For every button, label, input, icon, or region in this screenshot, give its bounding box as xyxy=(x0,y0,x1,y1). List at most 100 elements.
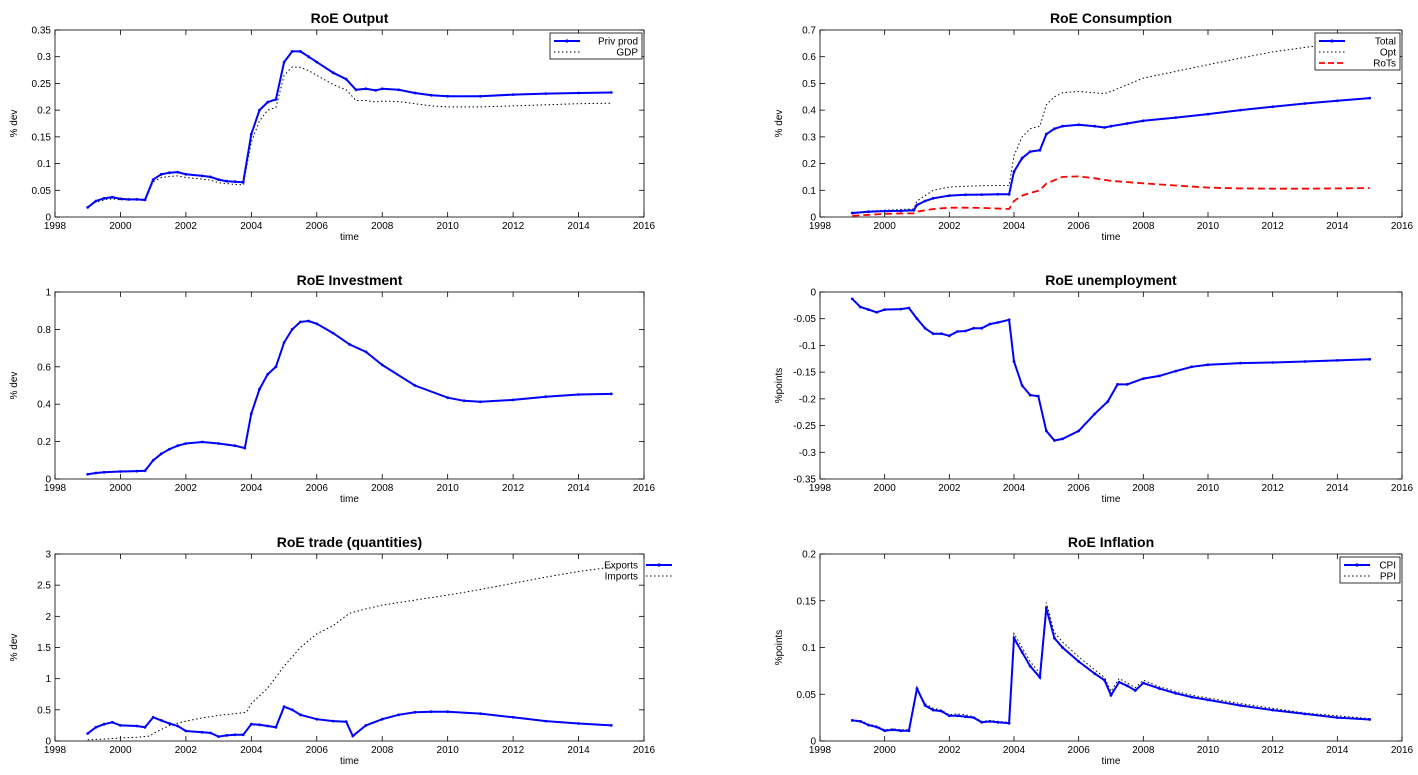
data-point xyxy=(233,180,237,184)
data-point xyxy=(931,332,935,336)
data-point xyxy=(159,172,163,176)
data-point xyxy=(1238,108,1242,112)
x-tick-label: 2016 xyxy=(633,221,656,232)
data-point xyxy=(168,171,171,175)
y-tick-label: 0.15 xyxy=(32,132,52,143)
x-tick-label: 2010 xyxy=(437,483,460,494)
legend-marker xyxy=(1355,563,1359,567)
y-axis-label: % dev xyxy=(774,110,785,138)
data-point xyxy=(102,196,106,200)
legend-marker xyxy=(657,563,661,567)
data-point xyxy=(151,178,155,182)
data-point xyxy=(1093,412,1097,416)
data-point xyxy=(964,329,967,333)
x-tick-label: 2008 xyxy=(1132,221,1155,232)
data-point xyxy=(939,709,943,713)
y-tick-label: -0.15 xyxy=(793,368,816,379)
data-point xyxy=(1028,393,1032,397)
data-point xyxy=(86,732,90,735)
data-point xyxy=(1044,132,1048,136)
data-point xyxy=(159,452,163,456)
x-tick-label: 2002 xyxy=(938,221,961,232)
series-line xyxy=(87,566,612,741)
x-tick-label: 2014 xyxy=(567,483,590,494)
data-point xyxy=(907,729,911,733)
data-point xyxy=(397,88,400,92)
data-point xyxy=(86,206,90,209)
data-point xyxy=(1007,192,1011,196)
data-point xyxy=(331,719,335,723)
x-tick-label: 2004 xyxy=(240,483,263,494)
legend-label: Priv prod xyxy=(598,37,638,48)
data-point xyxy=(912,208,916,212)
y-tick-label: 0.2 xyxy=(802,550,816,561)
data-point xyxy=(110,195,114,199)
y-tick-label: -0.2 xyxy=(799,394,817,405)
data-point xyxy=(1303,360,1307,363)
y-tick-label: 0.6 xyxy=(37,362,51,373)
data-point xyxy=(907,306,911,310)
data-point xyxy=(282,341,286,344)
y-tick-label: 0 xyxy=(810,737,816,748)
data-point xyxy=(964,193,967,197)
series-line xyxy=(852,175,1370,217)
data-point xyxy=(331,71,335,75)
data-point xyxy=(939,332,943,336)
data-point xyxy=(168,722,171,725)
data-point xyxy=(1174,116,1178,119)
data-point xyxy=(1158,687,1161,690)
data-point xyxy=(1117,680,1121,684)
data-point xyxy=(331,331,335,335)
data-point xyxy=(184,442,188,445)
data-point xyxy=(1093,672,1097,676)
series-group xyxy=(850,297,1372,442)
x-tick-label: 2004 xyxy=(240,745,263,756)
data-point xyxy=(859,305,862,309)
data-point xyxy=(867,210,870,214)
x-tick-label: 2014 xyxy=(567,221,590,232)
x-tick-label: 2004 xyxy=(1003,221,1026,232)
data-point xyxy=(184,729,188,733)
data-point xyxy=(931,708,935,712)
x-tick-label: 2006 xyxy=(1068,221,1091,232)
plot-frame xyxy=(54,29,645,218)
data-point xyxy=(1109,124,1113,128)
x-tick-label: 2002 xyxy=(175,221,198,232)
data-point xyxy=(266,100,270,104)
x-tick-label: 2006 xyxy=(306,221,329,232)
data-point xyxy=(1020,156,1024,160)
x-tick-label: 2014 xyxy=(567,745,590,756)
legend-label: Total xyxy=(1375,37,1396,48)
data-point xyxy=(151,458,155,462)
data-point xyxy=(1053,127,1056,131)
data-point xyxy=(609,91,613,94)
chart-title: RoE trade (quantities) xyxy=(277,534,422,550)
data-point xyxy=(364,350,368,354)
data-point xyxy=(1109,693,1113,697)
data-point xyxy=(266,724,270,728)
data-point xyxy=(1271,105,1275,109)
x-tick-label: 2000 xyxy=(874,483,897,494)
series-line xyxy=(87,705,612,738)
data-point xyxy=(110,720,114,724)
y-axis-label: % dev xyxy=(9,372,20,400)
legend-label: Imports xyxy=(605,572,638,583)
data-point xyxy=(923,326,927,330)
data-point xyxy=(850,211,854,215)
series-group xyxy=(86,566,613,741)
x-tick-label: 2000 xyxy=(874,745,897,756)
series-group xyxy=(850,602,1372,733)
data-point xyxy=(290,50,294,53)
x-tick-label: 2016 xyxy=(1391,483,1414,494)
y-tick-label: 0.15 xyxy=(797,596,817,607)
x-tick-label: 2000 xyxy=(109,221,132,232)
data-point xyxy=(184,172,188,176)
data-point xyxy=(1368,718,1372,721)
data-point xyxy=(1012,636,1016,640)
x-tick-label: 2008 xyxy=(371,745,394,756)
data-point xyxy=(344,720,348,724)
x-tick-label: 2010 xyxy=(1197,483,1220,494)
data-point xyxy=(1103,678,1106,682)
y-tick-label: 0.2 xyxy=(802,159,816,170)
